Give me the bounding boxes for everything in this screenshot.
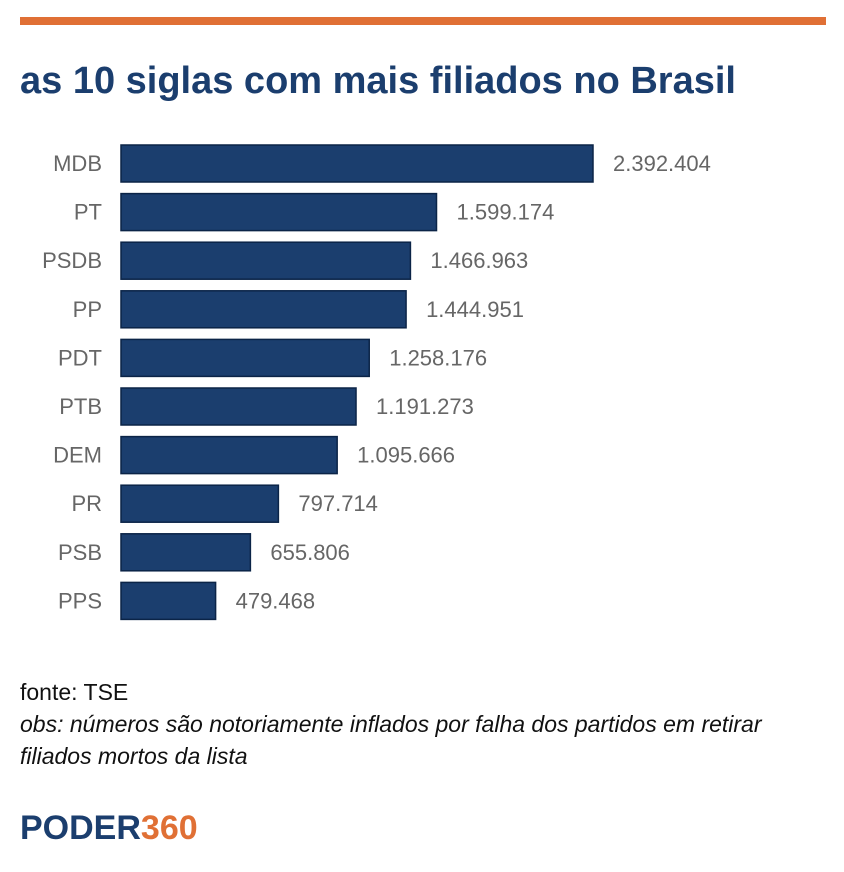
category-label: PPS [58, 588, 102, 613]
category-label: PDT [58, 345, 102, 370]
value-label: 479.468 [236, 588, 316, 613]
value-label: 1.599.174 [457, 200, 555, 225]
category-label: PP [73, 297, 102, 322]
category-label: PTB [59, 394, 102, 419]
bar-chart: MDB 2.392.404 PT 1.599.174 PSDB 1.466.963 PP 1.… [42, 144, 711, 621]
bar-psdb [120, 241, 412, 280]
category-label: DEM [53, 443, 102, 468]
footnotes: fonte: TSE obs: números são notoriamente… [20, 676, 830, 772]
value-label: 1.258.176 [389, 345, 487, 370]
bar-ptb [120, 387, 357, 426]
value-label: 1.095.666 [357, 443, 455, 468]
value-label: 655.806 [270, 540, 350, 565]
value-label: 1.466.963 [430, 248, 528, 273]
bar-pp [120, 290, 407, 329]
category-label: PSB [58, 540, 102, 565]
bar-dem [120, 435, 338, 475]
category-label: PSDB [42, 248, 102, 273]
bar-mdb [120, 144, 594, 183]
disclaimer-note: obs: números são notoriamente inflados p… [20, 711, 762, 769]
logo-text-accent: 360 [140, 809, 198, 847]
value-label: 797.714 [298, 491, 378, 516]
poder360-logo: PODER360 [20, 808, 198, 848]
bar-psb [120, 533, 252, 572]
value-label: 1.444.951 [426, 297, 524, 322]
bar-pt [120, 192, 438, 232]
bar-pdt [120, 338, 370, 378]
category-label: PT [74, 200, 102, 225]
logo-text-main: PODER [20, 809, 141, 847]
source-note: fonte: TSE [20, 679, 129, 705]
value-label: 2.392.404 [613, 151, 711, 176]
chart-title: as 10 siglas com mais filiados no Brasil [20, 60, 736, 102]
value-label: 1.191.273 [376, 394, 474, 419]
bar-pps [120, 581, 217, 621]
bar-pr [120, 484, 280, 523]
top-accent-rule [20, 17, 826, 25]
category-label: MDB [53, 151, 102, 176]
category-label: PR [71, 491, 102, 516]
